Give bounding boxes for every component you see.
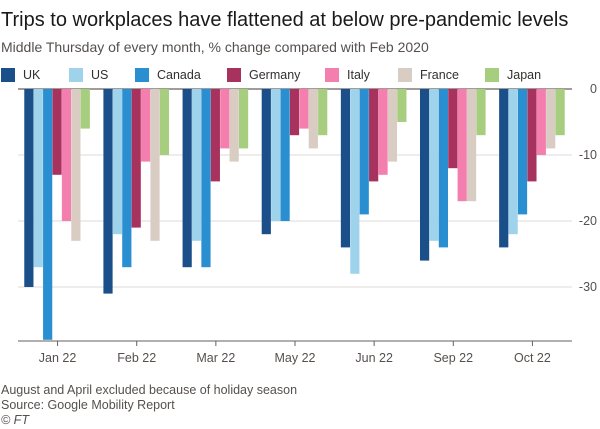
- legend-item-uk: UK: [1, 66, 40, 84]
- bar-uk-oct-22: [499, 89, 509, 248]
- bar-france-jun-22: [387, 89, 398, 162]
- bar-us-jun-22: [350, 89, 360, 274]
- legend-swatch-italy: [325, 68, 339, 82]
- bar-germany-feb-22: [131, 89, 141, 228]
- bar-canada-jan-22: [43, 89, 53, 340]
- bar-japan-sep-22: [476, 89, 486, 136]
- footer: August and April excluded because of hol…: [1, 383, 297, 428]
- bar-us-oct-22: [508, 89, 518, 235]
- bar-japan-feb-22: [159, 89, 170, 155]
- y-tick-label: 0: [590, 82, 597, 96]
- legend: UK US Canada Germany Italy France Japan: [0, 66, 600, 84]
- bar-canada-sep-22: [438, 89, 448, 248]
- bar-japan-jan-22: [80, 89, 90, 129]
- bar-canada-jun-22: [359, 89, 369, 215]
- bar-uk-sep-22: [419, 89, 430, 261]
- bar-germany-oct-22: [527, 89, 537, 182]
- bar-france-sep-22: [466, 89, 477, 202]
- legend-item-france: France: [398, 66, 459, 84]
- bar-italy-jan-22: [61, 89, 72, 221]
- bar-canada-feb-22: [122, 89, 132, 268]
- bar-uk-jun-22: [340, 89, 351, 248]
- bar-uk-mar-22: [182, 89, 192, 268]
- x-tick-label: Sep 22: [433, 351, 473, 365]
- x-tick-label: Mar 22: [196, 351, 235, 365]
- legend-swatch-germany: [227, 68, 241, 82]
- x-tick-label: Jun 22: [355, 351, 393, 365]
- y-tick-label: -30: [579, 280, 597, 294]
- bar-france-may-22: [308, 89, 318, 149]
- bar-uk-jan-22: [24, 89, 34, 287]
- bar-us-feb-22: [112, 89, 123, 235]
- bar-italy-may-22: [299, 89, 309, 129]
- legend-item-germany: Germany: [227, 66, 300, 84]
- bar-japan-mar-22: [238, 89, 249, 149]
- bar-germany-may-22: [289, 89, 300, 136]
- bar-canada-mar-22: [201, 89, 211, 268]
- legend-label-uk: UK: [23, 68, 41, 82]
- bar-japan-jun-22: [397, 89, 407, 122]
- legend-swatch-uk: [1, 68, 15, 82]
- bar-france-mar-22: [229, 89, 239, 162]
- bar-us-may-22: [271, 89, 281, 221]
- bar-italy-oct-22: [536, 89, 546, 155]
- ft-credit: © FT: [1, 413, 29, 427]
- bar-us-jan-22: [33, 89, 43, 268]
- chart-note: August and April excluded because of hol…: [1, 383, 298, 397]
- bar-italy-feb-22: [141, 89, 151, 162]
- legend-item-italy: Italy: [325, 66, 370, 84]
- bar-canada-may-22: [280, 89, 290, 221]
- bar-italy-mar-22: [220, 89, 230, 149]
- legend-label-japan: Japan: [507, 68, 542, 82]
- axes: 0 -10 -20 -30 Jan 22 Feb 22 Mar 22 May 22 Jun 22…: [18, 82, 597, 365]
- chart-plot: 0 -10 -20 -30 Jan 22 Feb 22 Mar 22 May 22 Jun 22…: [18, 82, 597, 365]
- y-tick-label: -20: [579, 214, 597, 228]
- bar-germany-mar-22: [210, 89, 220, 182]
- legend-item-japan: Japan: [485, 66, 541, 84]
- bar-uk-feb-22: [103, 89, 113, 294]
- source-note: Source: Google Mobility Report: [1, 398, 175, 412]
- legend-label-canada: Canada: [157, 68, 201, 82]
- legend-label-us: US: [91, 68, 109, 82]
- bar-germany-jun-22: [369, 89, 379, 182]
- legend-item-us: US: [69, 66, 108, 84]
- x-tick-label: Feb 22: [117, 351, 156, 365]
- legend-swatch-canada: [135, 68, 149, 82]
- x-tick-label: May 22: [275, 351, 316, 365]
- legend-swatch-france: [398, 68, 412, 82]
- bar-france-feb-22: [150, 89, 160, 241]
- bar-france-jan-22: [71, 89, 81, 241]
- bar-france-oct-22: [546, 89, 556, 149]
- legend-swatch-us: [69, 68, 83, 82]
- legend-item-canada: Canada: [135, 66, 201, 84]
- legend-label-france: France: [420, 68, 459, 82]
- x-tick-label: Oct 22: [514, 351, 551, 365]
- bar-italy-sep-22: [457, 89, 467, 202]
- bar-canada-oct-22: [517, 89, 528, 215]
- bar-italy-jun-22: [378, 89, 388, 175]
- x-tick-label: Jan 22: [39, 351, 77, 365]
- legend-swatch-japan: [485, 68, 499, 82]
- bar-japan-may-22: [318, 89, 328, 136]
- y-tick-label: -10: [579, 148, 597, 162]
- chart-title: Trips to workplaces have flattened at be…: [1, 9, 569, 31]
- bar-germany-jan-22: [52, 89, 62, 175]
- bars: [24, 89, 565, 340]
- bar-uk-may-22: [261, 89, 271, 235]
- bar-us-sep-22: [429, 89, 439, 241]
- bar-japan-oct-22: [555, 89, 565, 136]
- legend-label-germany: Germany: [249, 68, 301, 82]
- legend-label-italy: Italy: [347, 68, 370, 82]
- bar-germany-sep-22: [448, 89, 458, 169]
- chart-subtitle: Middle Thursday of every month, % change…: [1, 39, 429, 55]
- bar-us-mar-22: [191, 89, 202, 241]
